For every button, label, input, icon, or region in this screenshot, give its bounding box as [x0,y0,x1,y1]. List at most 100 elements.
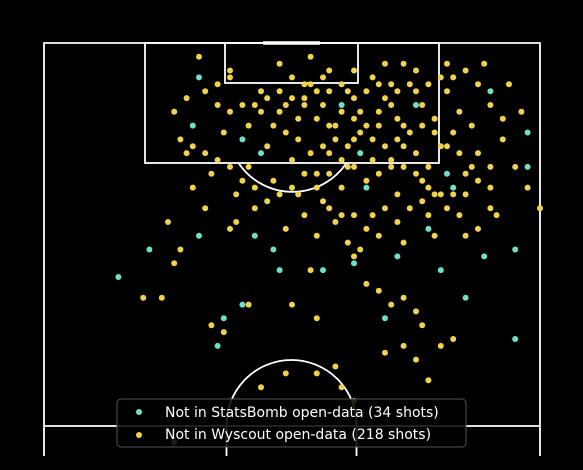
shot-point-1-108 [419,122,426,129]
shot-point-1-46 [245,163,252,170]
shot-point-1-44 [419,177,426,184]
shot-point-1-86 [375,232,382,239]
shot-point-1-207 [313,315,320,322]
shot-point-0-33 [258,150,264,157]
shot-point-0-30 [382,315,388,322]
shot-point-0-29 [276,267,283,274]
shot-point-1-4 [307,81,314,88]
shot-point-1-165 [227,74,233,81]
shot-point-1-153 [264,198,271,205]
shot-point-1-19 [289,157,295,163]
legend: Not in StatsBomb open-data (34 shots) No… [116,398,467,448]
shot-point-0-18 [363,184,370,191]
shot-point-1-118 [394,88,401,95]
shot-point-1-95 [400,122,407,129]
shot-point-1-147 [338,157,345,163]
shot-point-1-62 [189,184,196,191]
shot-point-1-131 [276,88,283,95]
shot-point-0-20 [524,129,531,136]
shot-point-1-154 [251,184,258,191]
shot-point-1-119 [413,88,419,95]
shot-point-1-61 [202,205,209,212]
shot-point-0-28 [115,274,122,280]
shot-point-1-36 [450,129,457,136]
shot-point-1-18 [264,143,271,150]
shot-point-1-141 [462,191,469,198]
shot-point-1-78 [171,260,178,267]
shot-point-1-112 [468,163,475,170]
shot-point-1-137 [413,170,419,177]
shot-point-1-166 [320,74,326,81]
shot-point-1-10 [382,95,388,102]
shot-point-1-144 [388,157,395,163]
shot-point-1-143 [487,163,494,170]
shot-point-1-203 [363,280,370,287]
shot-point-1-68 [301,212,308,219]
shot-point-1-122 [450,74,457,81]
shot-point-0-5 [196,232,202,239]
shot-point-1-129 [301,81,308,88]
shot-point-1-111 [456,150,463,157]
shot-point-1-27 [487,184,494,191]
shot-point-1-197 [258,384,264,391]
shot-point-1-150 [301,170,308,177]
shot-point-0-8 [320,267,326,274]
shot-point-1-0 [227,67,233,74]
shot-point-1-179 [406,205,413,212]
shot-point-1-93 [375,108,382,115]
shot-point-1-105 [320,143,326,150]
series-1 [140,53,543,404]
shot-point-1-170 [462,67,469,74]
shot-point-1-26 [462,170,469,177]
shot-point-1-1 [245,122,252,129]
shot-point-1-32 [351,136,357,143]
shot-point-1-29 [282,129,289,136]
shot-point-1-120 [425,81,432,88]
shot-point-1-156 [227,163,233,170]
shot-point-1-172 [487,102,494,108]
shot-point-1-135 [227,108,233,115]
shot-point-1-128 [313,88,320,95]
shot-point-1-161 [171,108,178,115]
shot-point-1-133 [251,102,258,108]
shot-point-1-91 [351,115,357,122]
shot-point-1-59 [196,53,202,60]
shot-point-1-50 [220,129,227,136]
shot-point-1-20 [313,170,320,177]
shot-point-1-96 [313,115,320,122]
shot-point-1-21 [338,184,345,191]
shot-point-1-169 [444,60,450,67]
shot-point-1-174 [369,212,376,219]
shot-point-1-209 [245,301,252,308]
shot-point-1-88 [431,232,438,239]
penalty-arc [237,162,348,193]
shot-point-1-55 [326,67,333,74]
shot-point-1-199 [450,336,457,342]
shot-point-1-123 [388,81,395,88]
shot-point-1-138 [425,184,432,191]
shot-point-0-23 [189,122,196,129]
shot-point-1-49 [512,163,519,170]
shot-point-1-70 [363,225,370,232]
shot-point-0-11 [425,225,432,232]
shot-point-0-15 [512,246,519,253]
shot-point-1-183 [351,253,357,260]
shot-point-1-158 [202,150,209,157]
shot-point-1-92 [363,122,370,129]
shot-point-1-60 [208,170,215,177]
shot-point-1-198 [437,342,444,349]
shot-point-1-180 [419,198,426,205]
shot-point-1-100 [382,143,388,150]
shot-point-1-87 [400,239,407,246]
shot-point-1-114 [282,102,289,108]
shot-point-1-90 [338,108,345,115]
shot-point-1-142 [475,177,481,184]
shot-point-0-17 [524,163,531,170]
shot-point-1-40 [320,198,326,205]
shot-point-1-176 [351,212,357,219]
shot-point-1-80 [475,225,481,232]
shot-point-1-13 [419,102,426,108]
shot-point-1-167 [351,67,357,74]
shot-point-1-16 [456,108,463,115]
